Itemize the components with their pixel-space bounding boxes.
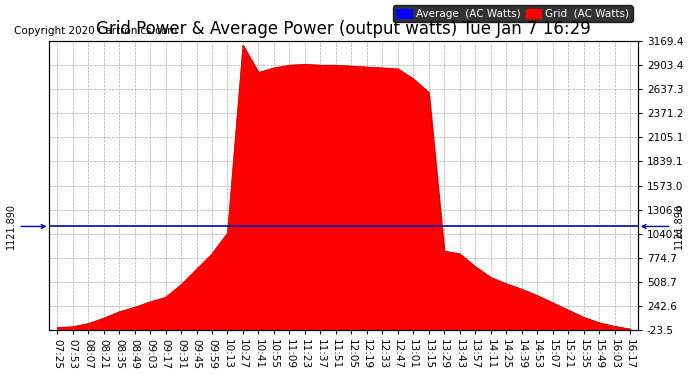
Text: Copyright 2020 Cartronics.com: Copyright 2020 Cartronics.com	[14, 26, 177, 36]
Text: 1121.890: 1121.890	[642, 203, 684, 249]
Text: 1121.890: 1121.890	[6, 203, 45, 249]
Legend: Average  (AC Watts), Grid  (AC Watts): Average (AC Watts), Grid (AC Watts)	[393, 6, 633, 22]
Title: Grid Power & Average Power (output watts) Tue Jan 7 16:29: Grid Power & Average Power (output watts…	[96, 20, 591, 38]
